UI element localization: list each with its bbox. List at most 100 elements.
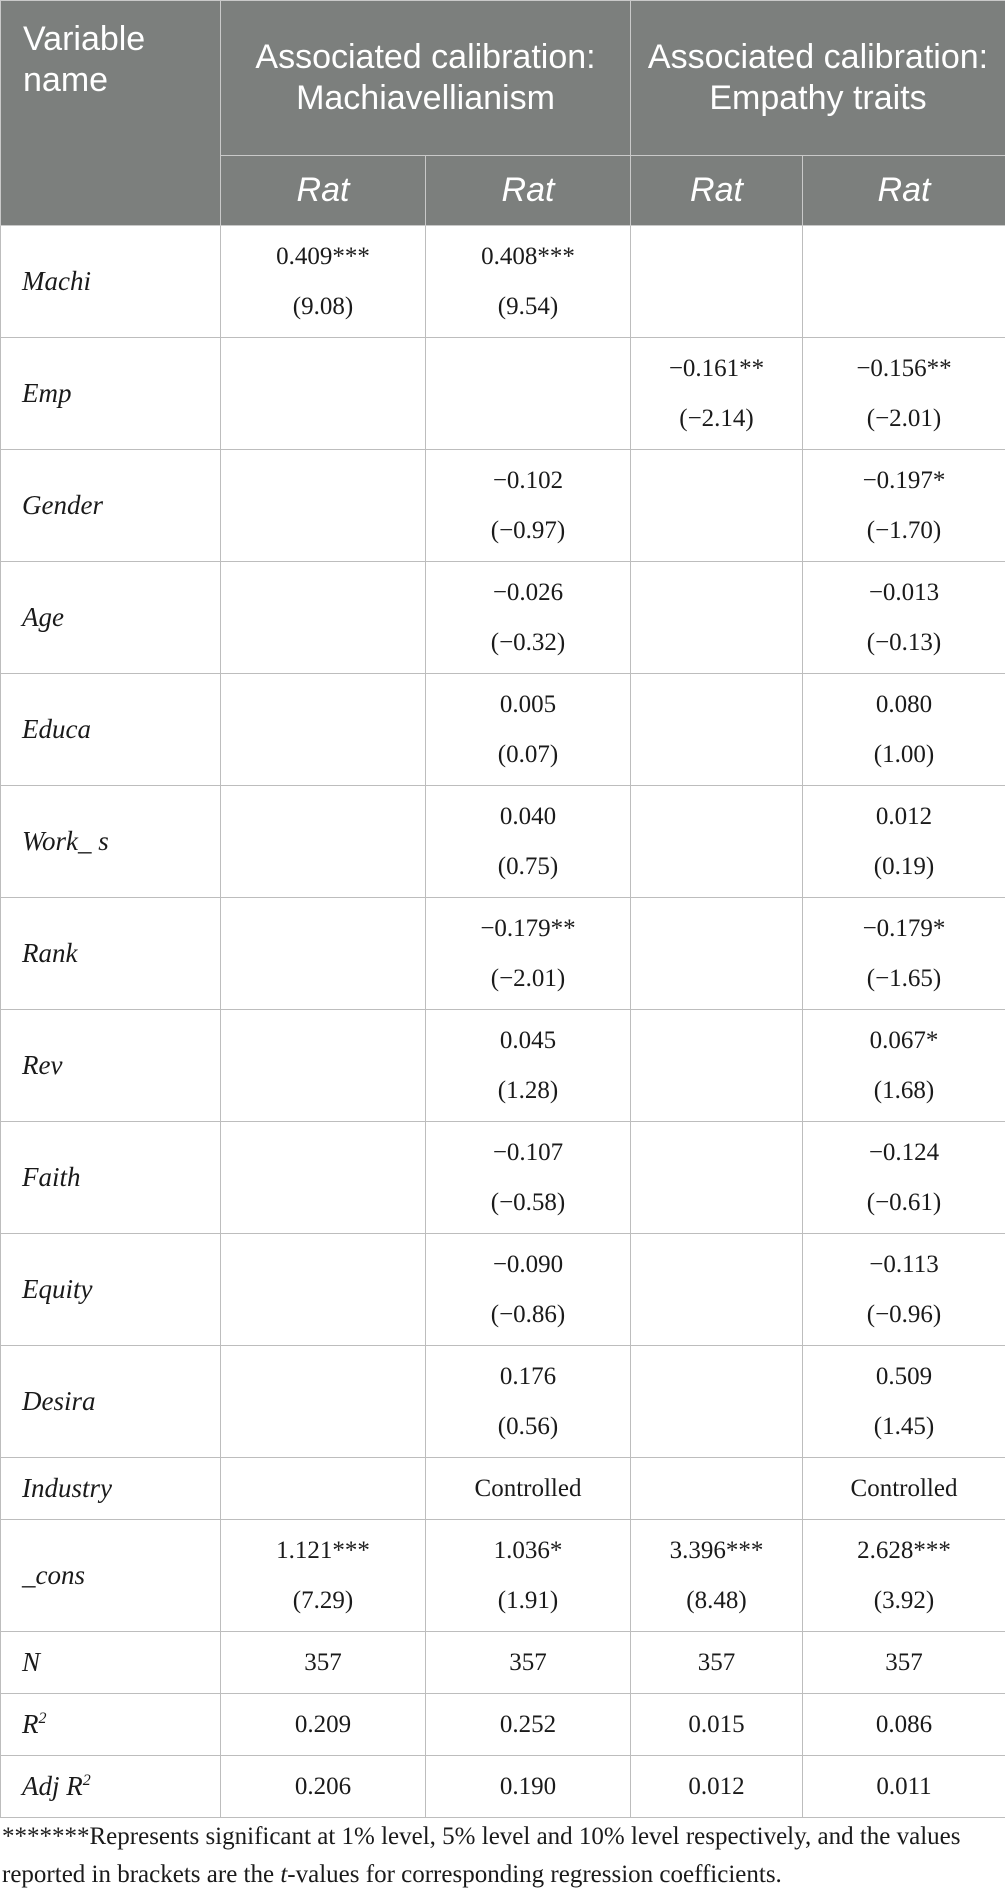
coefficient-value: 0.409***	[276, 242, 370, 270]
coefficient-value: 0.086	[875, 1710, 933, 1738]
coefficient-value: −0.113	[869, 1250, 939, 1278]
table-cell: Controlled	[425, 1457, 631, 1520]
table-row: Adj R2 0.206 0.190 0.012 0.011	[0, 1755, 1005, 1818]
row-variable-name: _cons	[0, 1519, 221, 1632]
table-row: _cons 1.121*** (7.29) 1.036* (1.91) 3.396*** (…	[0, 1519, 1005, 1632]
t-value: (0.07)	[497, 740, 559, 768]
coefficient-value: −0.161**	[668, 354, 765, 382]
coefficient-value: 0.176	[499, 1362, 557, 1390]
table-row: Equity −0.090 (−0.86) −0.113 (−0.96)	[0, 1233, 1005, 1346]
coefficient-value: 0.080	[875, 690, 933, 718]
coefficient-value: 0.509	[875, 1362, 933, 1390]
table-cell: 0.252	[425, 1693, 631, 1756]
table-cell	[630, 1457, 803, 1520]
footnote-text-b: -values for corresponding regression coe…	[287, 1861, 782, 1888]
table-cell	[220, 1345, 426, 1458]
coefficient-value: 1.036*	[493, 1536, 563, 1564]
table-cell	[220, 1233, 426, 1346]
table-cell: 0.067* (1.68)	[802, 1009, 1005, 1122]
table-row: Machi 0.409*** (9.08) 0.408*** (9.54)	[0, 225, 1005, 338]
row-variable-name: Rev	[0, 1009, 221, 1122]
t-value: (0.75)	[497, 852, 559, 880]
t-value: (0.19)	[873, 852, 935, 880]
table-cell: 0.086	[802, 1693, 1005, 1756]
empathy-group-header: Associated calibration: Empathy traits	[630, 0, 1005, 156]
coefficient-value: 0.190	[499, 1772, 557, 1800]
table-cell: 357	[802, 1631, 1005, 1694]
table-row: Work_ s 0.040 (0.75) 0.012 (0.19)	[0, 785, 1005, 898]
row-variable-label: Adj R2	[22, 1771, 91, 1801]
table-cell	[425, 337, 631, 450]
table-cell: 0.040 (0.75)	[425, 785, 631, 898]
coefficient-value: −0.102	[492, 466, 564, 494]
subheader-rat: Rat	[425, 155, 631, 226]
table-cell: 357	[220, 1631, 426, 1694]
table-cell	[802, 225, 1005, 338]
coefficient-value: 1.121***	[276, 1536, 370, 1564]
footnote-text-a: Represents significant at 1% level, 5% l…	[2, 1823, 961, 1888]
table-cell: 0.045 (1.28)	[425, 1009, 631, 1122]
row-variable-name: Desira	[0, 1345, 221, 1458]
table-cell	[630, 785, 803, 898]
row-variable-name: Machi	[0, 225, 221, 338]
coefficient-value: 2.628***	[857, 1536, 951, 1564]
coefficient-value: 357	[697, 1648, 736, 1676]
row-variable-name: Emp	[0, 337, 221, 450]
table-cell: −0.013 (−0.13)	[802, 561, 1005, 674]
coefficient-value: 0.012	[875, 802, 933, 830]
row-variable-label: R2	[22, 1709, 47, 1739]
table-cell: −0.107 (−0.58)	[425, 1121, 631, 1234]
table-cell: Controlled	[802, 1457, 1005, 1520]
table-cell	[220, 1121, 426, 1234]
coefficient-value: Controlled	[474, 1474, 582, 1502]
t-value: (−1.65)	[866, 964, 942, 992]
table-cell	[220, 1457, 426, 1520]
coefficient-value: Controlled	[850, 1474, 958, 1502]
t-value: (−0.61)	[866, 1188, 942, 1216]
table-cell: −0.090 (−0.86)	[425, 1233, 631, 1346]
subheader-rat: Rat	[220, 155, 426, 226]
table-cell	[630, 225, 803, 338]
coefficient-value: −0.090	[492, 1250, 564, 1278]
regression-table: Variable name Associated calibration: Ma…	[0, 0, 1005, 1818]
table-cell: 0.012 (0.19)	[802, 785, 1005, 898]
table-row: Rank −0.179** (−2.01) −0.179* (−1.65)	[0, 897, 1005, 1010]
coefficient-value: −0.026	[492, 578, 564, 606]
footnote-marks: *******	[2, 1823, 90, 1850]
coefficient-value: 0.206	[294, 1772, 352, 1800]
subheader-rat: Rat	[802, 155, 1005, 226]
table-row: Gender −0.102 (−0.97) −0.197* (−1.70)	[0, 449, 1005, 562]
table-cell: −0.179** (−2.01)	[425, 897, 631, 1010]
table-cell	[630, 1345, 803, 1458]
table-cell: 0.409*** (9.08)	[220, 225, 426, 338]
table-cell	[630, 449, 803, 562]
t-value: (−0.86)	[490, 1300, 566, 1328]
table-cell: 0.408*** (9.54)	[425, 225, 631, 338]
coefficient-value: −0.197*	[862, 466, 946, 494]
table-cell	[630, 1233, 803, 1346]
table-cell: 0.206	[220, 1755, 426, 1818]
machiavellianism-group-header: Associated calibration: Machiavellianism	[220, 0, 631, 156]
t-value: (−0.96)	[866, 1300, 942, 1328]
subheader-row: Rat Rat Rat Rat	[1, 155, 1005, 226]
row-variable-name: Age	[0, 561, 221, 674]
row-variable-name: R2	[0, 1693, 221, 1756]
table-row: Emp −0.161** (−2.14) −0.156** (−2.01)	[0, 337, 1005, 450]
coefficient-value: −0.013	[868, 578, 940, 606]
t-value: (1.68)	[873, 1076, 935, 1104]
coefficient-value: 3.396***	[669, 1536, 764, 1564]
table-cell: −0.113 (−0.96)	[802, 1233, 1005, 1346]
table-cell: 1.036* (1.91)	[425, 1519, 631, 1632]
table-cell: 0.190	[425, 1755, 631, 1818]
table-cell	[220, 337, 426, 450]
row-variable-name: N	[0, 1631, 221, 1694]
t-value: (3.92)	[873, 1586, 935, 1614]
table-cell	[220, 785, 426, 898]
table-cell	[630, 897, 803, 1010]
t-value: (1.00)	[873, 740, 935, 768]
table-row: Rev 0.045 (1.28) 0.067* (1.68)	[0, 1009, 1005, 1122]
table-cell: −0.156** (−2.01)	[802, 337, 1005, 450]
table-cell: 0.012	[630, 1755, 803, 1818]
t-value: (−0.58)	[490, 1188, 566, 1216]
t-value: (−0.13)	[866, 628, 942, 656]
